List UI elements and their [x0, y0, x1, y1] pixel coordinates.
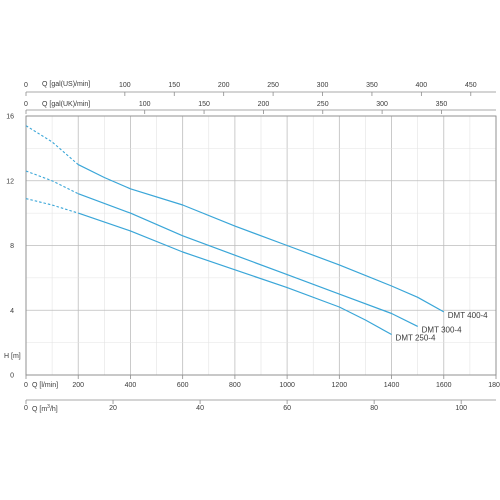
us-tick-label: 450 — [465, 82, 477, 89]
x-tick-label: 1200 — [332, 382, 348, 389]
x-tick-label: 1600 — [436, 382, 452, 389]
x-tick-label: 200 — [72, 382, 84, 389]
y-tick-label: 8 — [10, 243, 14, 250]
uk-tick-label: 200 — [258, 101, 270, 108]
series-dmt-300-4-dashed — [25, 170, 79, 195]
us-tick-label: 300 — [317, 82, 329, 89]
m3h-tick-label: 40 — [196, 405, 204, 412]
m3h-tick-label: 60 — [283, 405, 291, 412]
series-dmt-400-4-line — [77, 164, 445, 313]
uk-tick-label: 0 — [24, 101, 28, 108]
us-tick-label: 350 — [366, 82, 378, 89]
uk-tick-label: 150 — [198, 101, 210, 108]
top-axis-label-uk: Q [gal(UK)/min] — [42, 101, 90, 108]
y-axis-label: H [m] — [4, 353, 21, 360]
uk-tick-label: 100 — [139, 101, 151, 108]
x-axis-label-lmin: Q [l/min] — [32, 382, 58, 389]
x-axis-label-m3h: Q [m3/h] — [32, 404, 58, 413]
top-axis-label-us: Q [gal(US)/min] — [42, 81, 90, 88]
series-dmt-250-4-dashed — [25, 198, 79, 214]
x-tick-label: 800 — [229, 382, 241, 389]
series-dmt-300-4-line — [77, 193, 418, 327]
series-group — [25, 125, 445, 336]
m3h-tick-label: 100 — [455, 405, 467, 412]
x-tick-label: 1000 — [279, 382, 295, 389]
uk-tick-label: 250 — [317, 101, 329, 108]
us-tick-label: 100 — [119, 82, 131, 89]
m3h-tick-label: 0 — [24, 405, 28, 412]
x-tick-label: 0 — [24, 382, 28, 389]
us-tick-label: 400 — [416, 82, 428, 89]
axes — [25, 91, 497, 404]
m3h-tick-label: 80 — [370, 405, 378, 412]
plot-frame — [25, 115, 497, 376]
series-dmt-250-4-line — [78, 212, 392, 336]
series-label-dmt-250-4: DMT 250-4 — [396, 334, 436, 343]
us-tick-label: 150 — [168, 82, 180, 89]
m3h-tick-label: 20 — [109, 405, 117, 412]
y-tick-label: 16 — [6, 114, 14, 121]
grid — [25, 115, 497, 376]
uk-tick-label: 300 — [376, 101, 388, 108]
us-tick-label: 250 — [267, 82, 279, 89]
us-tick-label: 0 — [24, 82, 28, 89]
x-tick-label: 600 — [177, 382, 189, 389]
series-label-dmt-300-4: DMT 300-4 — [422, 325, 462, 334]
y-tick-label: 12 — [6, 178, 14, 185]
y-tick-label: 0 — [10, 373, 14, 380]
series-label-dmt-400-4: DMT 400-4 — [448, 311, 488, 320]
x-tick-label: 1400 — [384, 382, 400, 389]
series-dmt-400-4-dashed — [25, 125, 79, 166]
uk-tick-label: 350 — [436, 101, 448, 108]
us-tick-label: 200 — [218, 82, 230, 89]
x-tick-label: 400 — [125, 382, 137, 389]
y-tick-label: 4 — [10, 308, 14, 315]
